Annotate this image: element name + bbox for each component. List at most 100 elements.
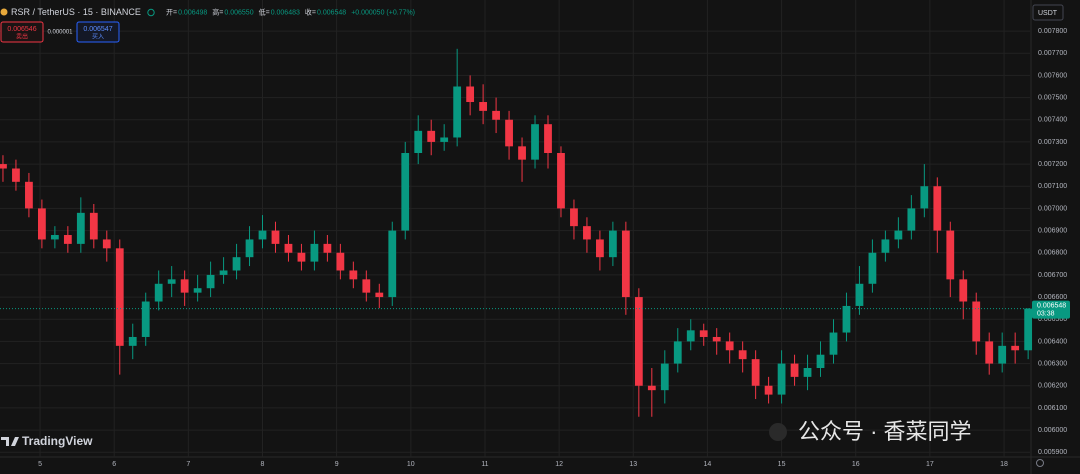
x-tick-label: 17 <box>926 461 934 468</box>
candle-body <box>102 239 111 249</box>
candle-body <box>725 341 734 351</box>
x-tick-label: 13 <box>629 461 637 468</box>
candle-body <box>154 283 163 302</box>
candle-body <box>699 330 708 337</box>
y-tick-label: 0.006600 <box>1038 294 1067 301</box>
candle-body <box>985 341 994 364</box>
candle-body <box>89 212 98 240</box>
candle-body <box>881 239 890 253</box>
sell-price: 0.006546 <box>7 26 36 33</box>
candle-body <box>712 336 721 342</box>
y-tick-label: 0.007300 <box>1038 139 1067 146</box>
candle-body <box>440 137 449 142</box>
candle-body <box>868 252 877 284</box>
candle-body <box>647 385 656 391</box>
ohlc-label: 收= <box>305 7 316 16</box>
y-tick-label: 0.006700 <box>1038 272 1067 279</box>
settings-icon[interactable] <box>1036 459 1044 467</box>
candle-body <box>660 363 669 391</box>
sell-label: 卖出 <box>16 33 28 41</box>
candle-body <box>544 124 552 153</box>
candle-body <box>323 243 332 253</box>
y-tick-label: 0.006900 <box>1038 227 1067 234</box>
logo-text: TradingView <box>22 434 93 448</box>
candle-body <box>245 239 254 258</box>
candle-body <box>180 279 189 293</box>
candle-body <box>816 354 825 369</box>
ohlc-label: 开= <box>166 8 177 16</box>
candle-body <box>427 130 436 142</box>
candle-body <box>557 152 565 209</box>
candle-body <box>336 252 345 271</box>
y-tick-label: 0.006300 <box>1038 360 1067 367</box>
status-icon <box>147 8 155 17</box>
y-tick-label: 0.007200 <box>1038 161 1067 168</box>
overlay: RSR / TetherUS · 15 · BINANCE 0.006546 卖… <box>0 4 1070 467</box>
candle-body <box>375 292 384 298</box>
change: +0.000050 (+0.77%) <box>351 9 415 16</box>
candle-body <box>583 226 591 240</box>
candle-body <box>608 230 617 258</box>
ohlc-label: 高= <box>212 7 223 16</box>
candle-body <box>388 230 397 298</box>
symbol-icon <box>0 8 8 16</box>
candle-body <box>63 235 72 244</box>
ohlc-label: 低= <box>259 7 270 16</box>
candle-body <box>998 345 1007 364</box>
y-tick-label: 0.006400 <box>1038 338 1067 345</box>
y-tick-label: 0.007400 <box>1038 117 1067 124</box>
candle-body <box>959 279 968 302</box>
candle-body <box>167 279 176 284</box>
y-tick-label: 0.006000 <box>1038 427 1067 434</box>
candle-body <box>271 230 280 244</box>
candle-body <box>946 230 955 280</box>
currency-button[interactable] <box>1032 4 1064 21</box>
ohlc-value: 0.006550 <box>224 9 253 16</box>
candle-body <box>50 235 59 240</box>
candle-body <box>414 130 423 153</box>
buy-button[interactable] <box>76 21 120 43</box>
candle-body <box>621 230 630 298</box>
y-tick-label: 0.007600 <box>1038 72 1067 79</box>
candle-body <box>310 243 319 262</box>
candle-body <box>518 146 526 160</box>
x-tick-label: 8 <box>261 461 265 468</box>
x-tick-label: 11 <box>481 461 488 468</box>
candle-body <box>12 168 20 182</box>
candle-body <box>790 363 799 377</box>
candle-body <box>570 208 578 227</box>
sell-button[interactable] <box>0 21 44 43</box>
ohlc-value: 0.006548 <box>317 9 346 16</box>
candle-body <box>453 86 462 138</box>
candle-body <box>401 152 410 231</box>
candle-body <box>829 332 838 355</box>
candle-body <box>362 279 371 293</box>
x-tick-label: 16 <box>852 461 860 468</box>
y-tick-label: 0.006800 <box>1038 250 1067 257</box>
x-tick-label: 5 <box>38 461 42 468</box>
x-tick-label: 9 <box>335 461 339 468</box>
watermark-icon <box>769 423 787 441</box>
y-tick-label: 0.005900 <box>1038 449 1067 456</box>
candle-body <box>686 330 695 342</box>
candle-body <box>141 301 150 337</box>
buy-label: 买入 <box>92 33 104 41</box>
candle-body <box>0 164 7 169</box>
x-tick-label: 18 <box>1000 461 1008 468</box>
candle-body <box>466 86 475 103</box>
y-tick-label: 0.007800 <box>1038 28 1067 35</box>
candles <box>0 48 1033 417</box>
x-tick-label: 7 <box>186 461 190 468</box>
candle-body <box>738 350 747 360</box>
ohlc-value: 0.006483 <box>271 9 300 16</box>
watermark: 公众号 · 香菜同学 <box>798 419 972 444</box>
candle-body <box>232 257 241 271</box>
candle-body <box>842 305 851 333</box>
countdown: 03:38 <box>1037 310 1055 317</box>
candle-body <box>777 363 786 395</box>
candle-body <box>596 239 604 258</box>
candle-body <box>193 288 202 293</box>
y-tick-label: 0.006200 <box>1038 383 1067 390</box>
candle-body <box>479 102 488 111</box>
